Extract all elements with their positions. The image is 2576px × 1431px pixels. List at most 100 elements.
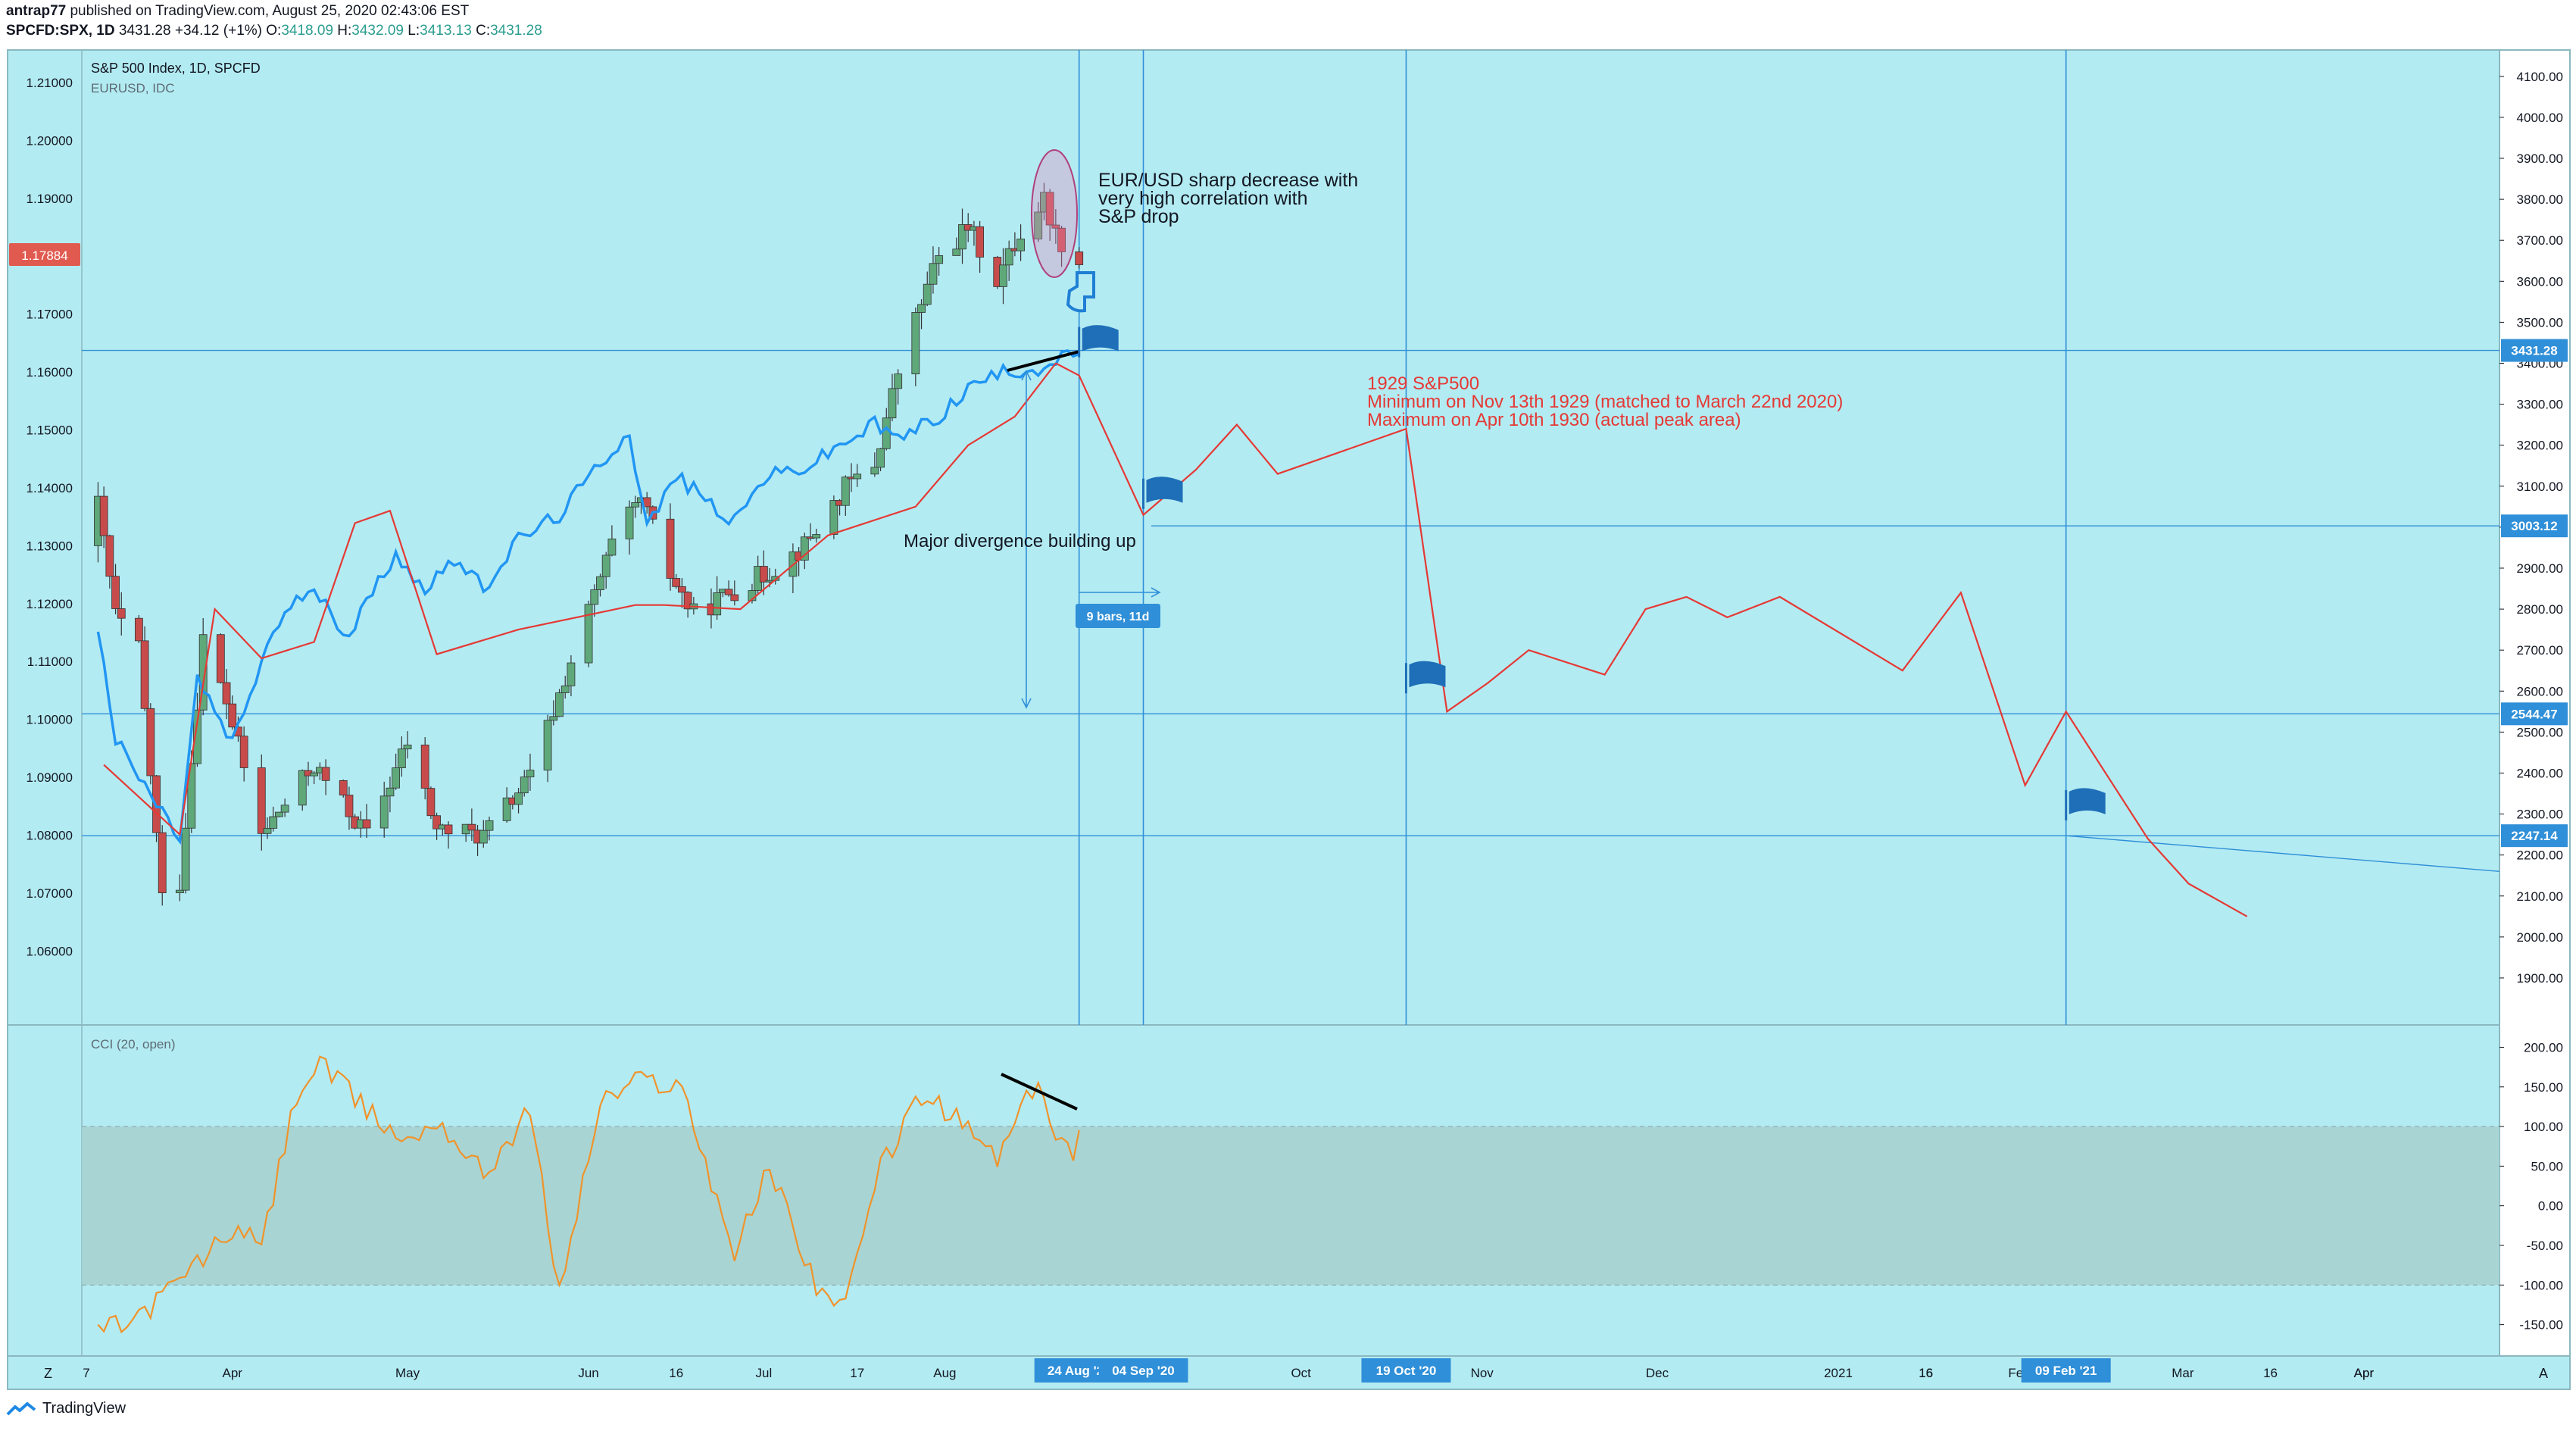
candle-body [1034,211,1043,239]
candle-body [607,539,617,556]
candle-body [514,792,523,805]
candle-body [222,682,231,705]
right-tick-label: 4100.00 [2517,70,2563,84]
candle-body [134,617,143,642]
left-tick-label: 1.06000 [27,944,73,958]
price-label-box [2501,702,2568,726]
left-tick-label: 1.17000 [27,308,73,322]
left-tick-label: 1.20000 [27,134,73,148]
left-tick-label: 1.13000 [27,539,73,553]
publisher-line: antrap77 published on TradingView.com, A… [6,3,469,20]
price-label-text: 2544.47 [2511,707,2557,721]
candle-body [870,467,879,475]
candle-body [269,816,278,829]
x-tick-label: Nov [1471,1366,1494,1380]
right-tick-label: 2000.00 [2517,930,2563,945]
candle-body [555,692,564,717]
date-label-text: 24 Aug '20 [1048,1364,1111,1378]
candle-body [275,811,283,817]
candle-body [298,770,307,806]
candle-body [362,819,371,829]
left-tick-label: 1.10000 [27,713,73,727]
right-tick-label: 2500.00 [2517,725,2563,739]
candle-body [432,815,441,830]
candle-body [584,604,593,664]
x-tick-label: Dec [1646,1366,1669,1380]
candle-body [280,805,289,813]
candle-body [543,720,552,771]
candle-body [228,703,237,728]
candle-body [403,744,412,750]
candle-body [520,776,529,794]
close-value: 3431.28 [490,23,542,39]
candle-body [158,832,167,893]
x-tick-label: Jun [578,1366,598,1380]
cci-axis-ticks: 200.00 150.00 100.00 50.00 0.00 -50.00 -100.00… [82,1040,2563,1333]
candle-body [625,506,634,539]
candle-body [105,535,114,577]
right-tick-label: 2100.00 [2517,889,2563,904]
candle-body [321,767,330,781]
candle-body [590,589,599,605]
right-tick-label: 3900.00 [2517,152,2563,166]
candle-body [263,827,272,834]
left-tick-label: 1.19000 [27,192,73,206]
x-tick-label: 2021 [1824,1366,1853,1380]
price-label-text: 3431.28 [2511,344,2557,358]
candle-body [379,795,389,829]
candle-body [917,304,926,313]
spx1929-line [1055,362,2248,917]
candle-body [560,685,570,693]
divergence-line-cci [1001,1073,1078,1111]
eurusd-line [96,348,1080,845]
right-tick-label: 3600.00 [2517,274,2563,289]
right-price-labels: 3431.28 3003.12 2544.47 2247.14 [2501,339,2568,848]
date-label-box [2021,1358,2111,1383]
candle-body [146,708,155,776]
candle-body [958,224,966,250]
candle-body [713,592,722,616]
annotation-1929-title: 1929 S&P500 [1367,373,1479,394]
annotation-eurusd-1: EUR/USD sharp decrease with very high cor… [1098,170,1358,227]
candle-body [479,830,488,844]
candle-body [800,536,809,561]
candle-body [526,770,535,778]
candle-body [882,417,891,449]
left-tick-label: 1.11000 [27,655,73,669]
candle-body [1051,224,1060,229]
right-tick-label: 2400.00 [2517,766,2563,780]
annotation-divergence: Major divergence building up [904,531,1136,551]
price-label-text: 3003.12 [2511,519,2557,533]
candle-body [181,827,190,891]
open-label: O: [266,23,282,39]
main-pane[interactable] [7,49,2500,1026]
candle-body [888,388,897,419]
x-tick-label: Jul [755,1366,772,1380]
candle-body [876,448,885,468]
flag-markers [1078,325,2106,820]
footer-brand[interactable]: TradingView [6,1400,126,1417]
left-tick-label: 1.07000 [27,886,73,901]
candle-body [567,662,576,686]
candle-body [193,709,201,764]
cci-tick-label: 100.00 [2524,1120,2563,1134]
cci-title: CCI (20, open) [91,1037,176,1051]
candle-body [549,716,558,721]
time-axis[interactable] [7,1355,2571,1390]
price-label-text: 2247.14 [2511,829,2558,843]
left-tick-label: 1.08000 [27,828,73,842]
candle-body [631,502,640,508]
left-axis-ticks: 1.210001.200001.190001.180001.170001.160… [27,76,73,958]
date-label-text: 04 Sep '20 [1112,1364,1175,1378]
candle-body [257,767,266,834]
candle-body [1004,248,1013,266]
right-tick-label: 3100.00 [2517,480,2563,494]
candle-body [397,748,406,768]
low-value: 3413.13 [420,23,472,39]
publisher-user[interactable]: antrap77 [6,3,67,19]
zoom-reset-button[interactable]: Z [44,1366,52,1381]
auto-scale-button[interactable]: A [2539,1366,2548,1381]
candle-body [216,634,225,683]
candle-body [1045,192,1054,226]
